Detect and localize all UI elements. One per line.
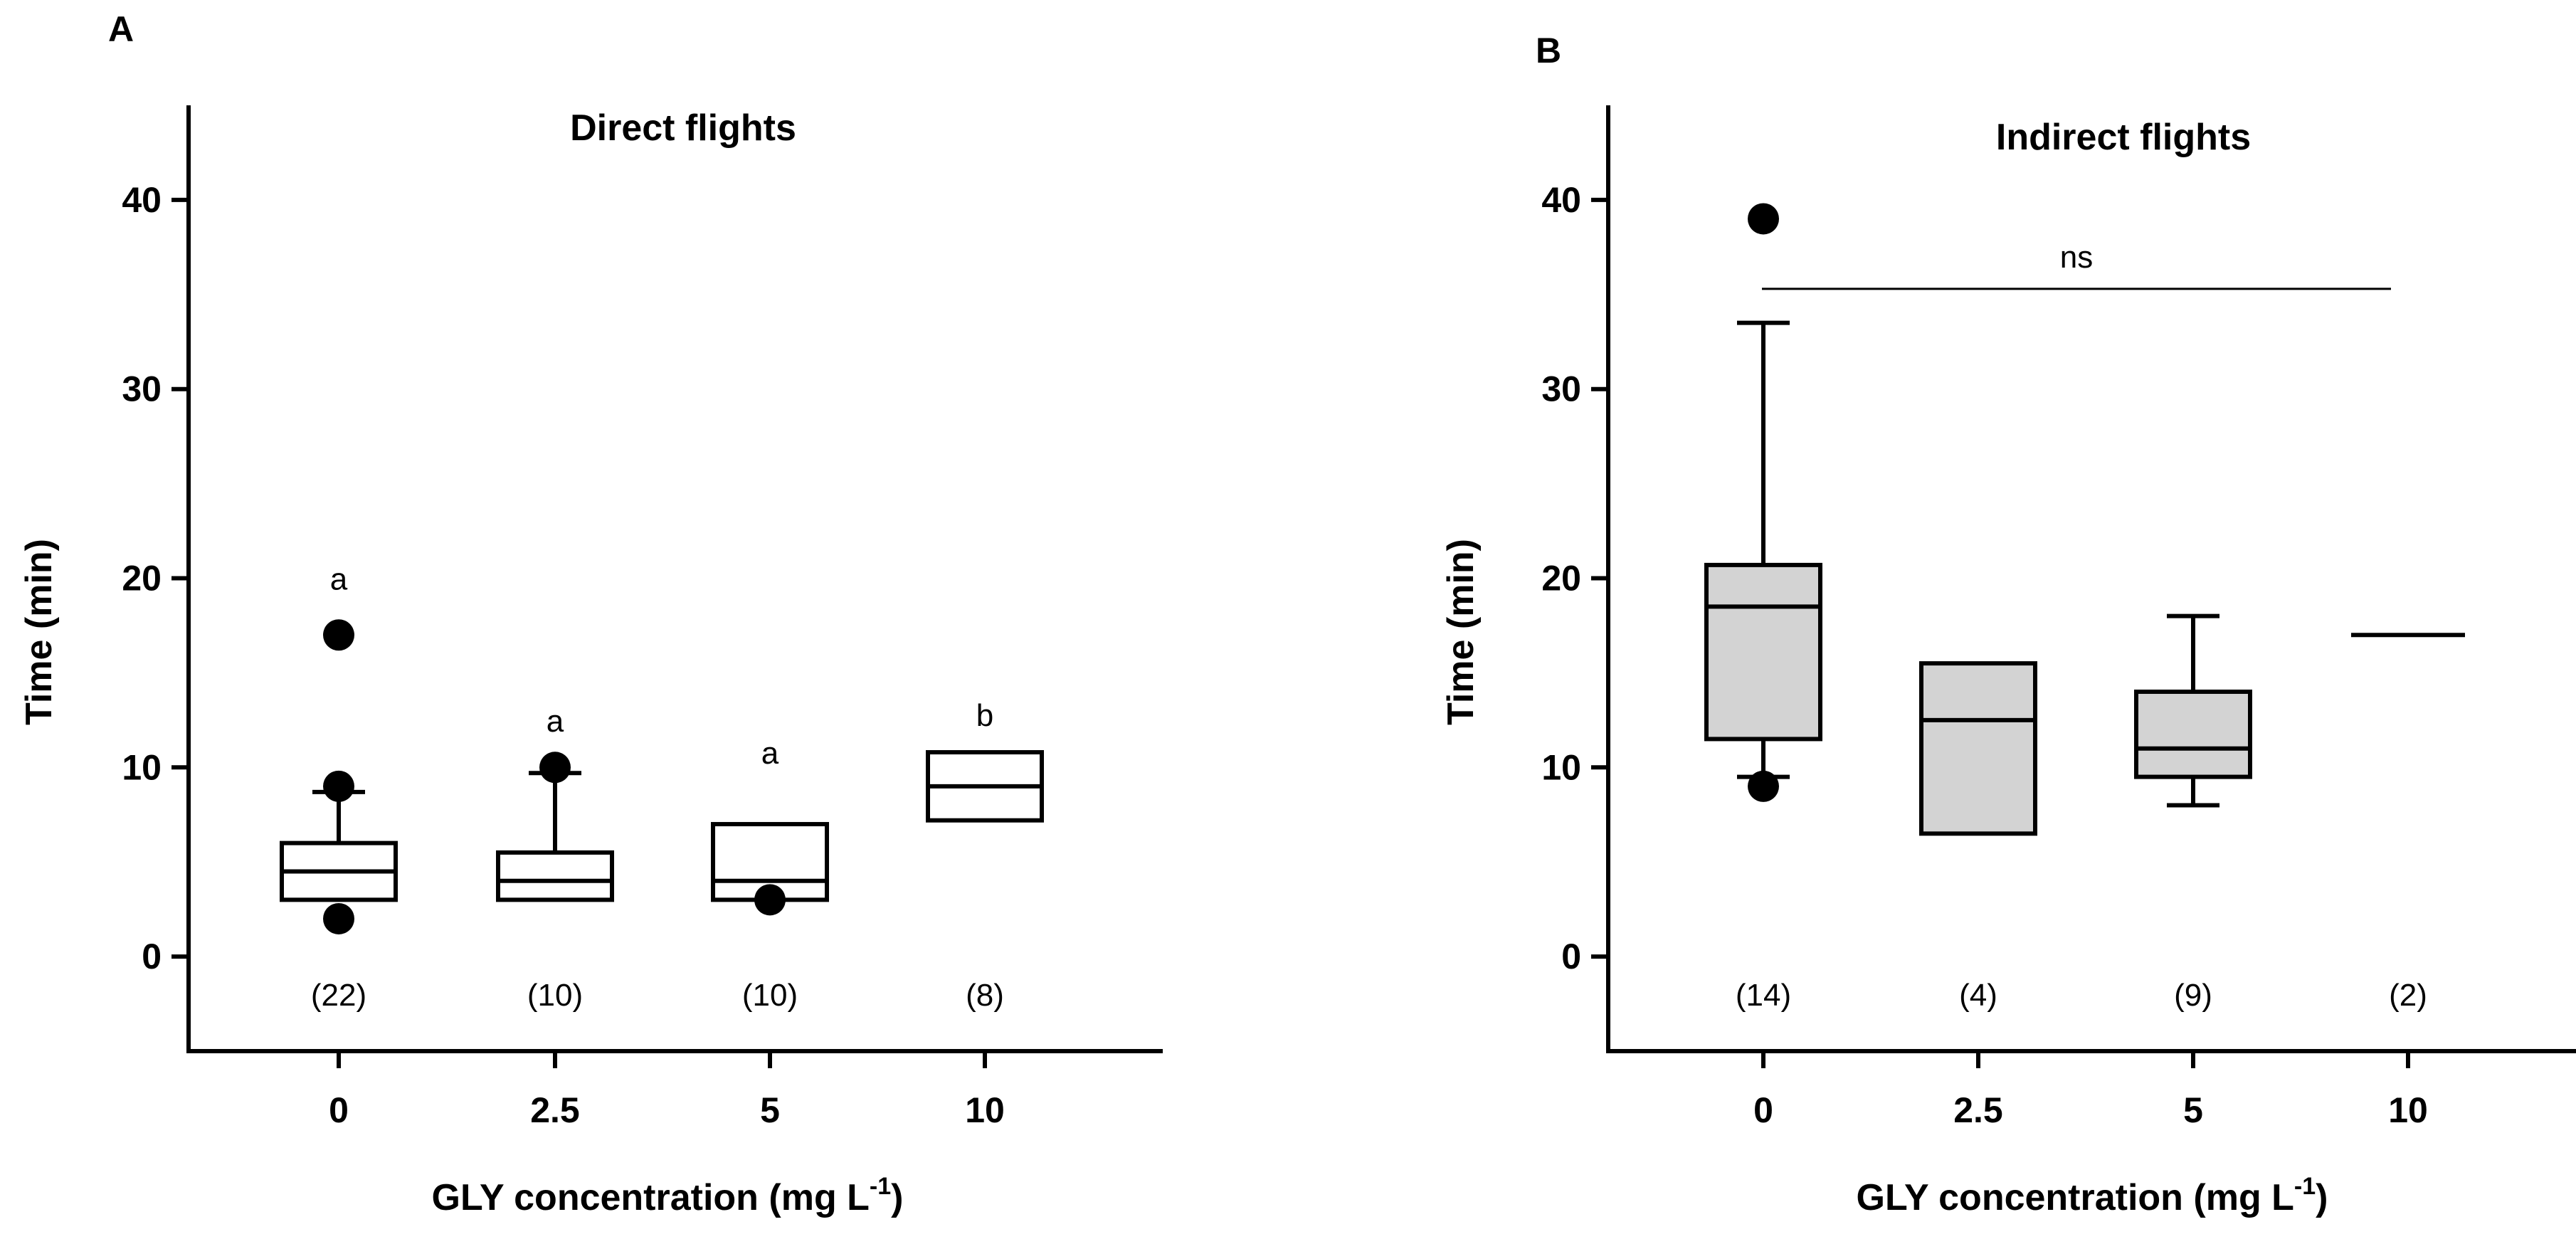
y-axis-title: Time (min) xyxy=(19,539,60,725)
significance-label: ns xyxy=(2060,240,2093,275)
x-axis-title-end: ) xyxy=(2316,1177,2328,1218)
sample-size-label: (10) xyxy=(742,978,798,1013)
panel-a: A Direct flights Time (min) GLY concentr… xyxy=(19,9,1163,1218)
y-tick-label: 0 xyxy=(142,937,162,976)
sample-size-label: (8) xyxy=(966,978,1004,1013)
significance-letter: a xyxy=(761,736,779,771)
significance-letter: a xyxy=(547,704,564,739)
x-axis-title-main: GLY concentration (mg L xyxy=(1857,1177,2294,1218)
y-tick-label: 0 xyxy=(1561,937,1581,976)
outlier-point xyxy=(539,752,571,784)
sample-size-label: (14) xyxy=(1736,978,1791,1013)
sample-size-label: (22) xyxy=(311,978,366,1013)
sample-size-label: (10) xyxy=(527,978,583,1013)
sample-size-label: (4) xyxy=(1959,978,1997,1013)
plot-area: 0 10 20 30 40 0 2.5 5 10 (14) (4) (9) (2) ns xyxy=(1541,105,2576,1130)
box-iqr xyxy=(1919,661,2037,836)
significance-letter: b xyxy=(976,698,993,733)
x-tick-label: 10 xyxy=(965,1090,1005,1130)
x-tick-label: 2.5 xyxy=(1953,1090,2003,1130)
sample-size-label: (2) xyxy=(2389,978,2427,1013)
x-axis-title-superscript: -1 xyxy=(2294,1173,2316,1200)
box-iqr xyxy=(2134,689,2252,779)
x-tick-label: 0 xyxy=(329,1090,349,1130)
x-axis-title: GLY concentration (mg L-1) xyxy=(1857,1173,2328,1218)
outlier-point xyxy=(1748,203,1779,235)
x-tick-label: 5 xyxy=(760,1090,780,1130)
significance-letter: a xyxy=(330,562,348,597)
x-tick-label: 0 xyxy=(1753,1090,1773,1130)
x-tick-label: 2.5 xyxy=(530,1090,580,1130)
x-tick-label: 5 xyxy=(2183,1090,2203,1130)
box-iqr xyxy=(496,850,614,902)
chart-title: Indirect flights xyxy=(1996,117,2251,158)
y-tick-label: 30 xyxy=(122,369,162,409)
y-tick-label: 30 xyxy=(1541,369,1581,409)
panel-b: B Indirect flights Time (min) GLY concen… xyxy=(1440,31,2576,1218)
y-axis-title: Time (min) xyxy=(1440,539,1482,725)
outlier-point xyxy=(1748,770,1779,802)
outlier-point xyxy=(323,619,354,651)
chart-title: Direct flights xyxy=(570,107,796,149)
x-axis-title-main: GLY concentration (mg L xyxy=(432,1177,870,1218)
outlier-point xyxy=(323,770,354,802)
y-tick-label: 40 xyxy=(122,180,162,220)
y-tick-label: 10 xyxy=(1541,747,1581,787)
panel-letter: B xyxy=(1536,31,1561,70)
x-axis-title-end: ) xyxy=(891,1177,903,1218)
y-tick-label: 40 xyxy=(1541,180,1581,220)
panel-letter: A xyxy=(108,9,134,49)
plot-area: 0 10 20 30 40 0 2.5 5 10 (22) a (10) a (10) a (8) b xyxy=(122,105,1163,1130)
y-tick-label: 20 xyxy=(1541,559,1581,599)
x-axis-title: GLY concentration (mg L-1) xyxy=(432,1173,904,1218)
box-iqr xyxy=(1704,562,1822,742)
y-tick-label: 10 xyxy=(122,747,162,787)
y-tick-label: 20 xyxy=(122,559,162,599)
x-tick-label: 10 xyxy=(2388,1090,2428,1130)
sample-size-label: (9) xyxy=(2174,978,2212,1013)
x-axis-title-superscript: -1 xyxy=(870,1173,891,1200)
outlier-point xyxy=(323,902,354,934)
outlier-point xyxy=(754,884,786,916)
